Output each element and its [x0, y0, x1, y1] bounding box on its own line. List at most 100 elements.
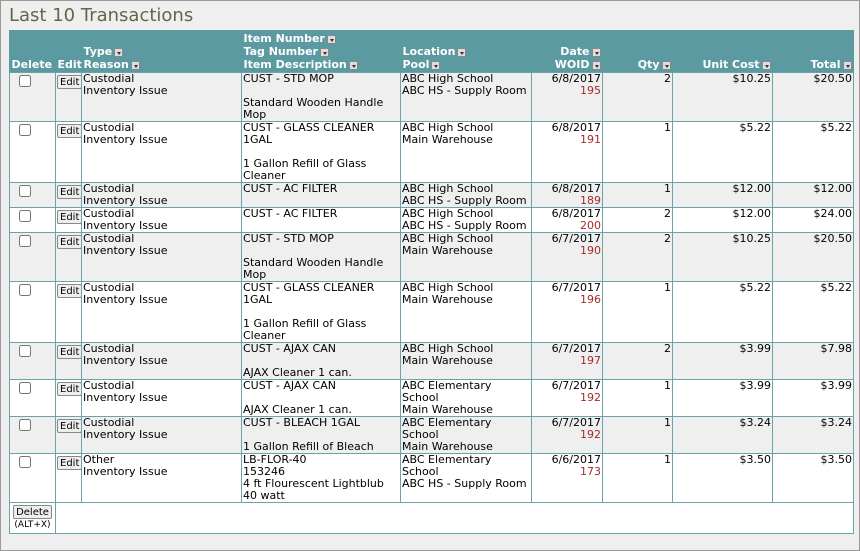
cell: $5.22 [672, 281, 773, 343]
cell: ABC High School ABC HS - Supply Room [400, 207, 532, 233]
date: 6/8/2017 [551, 182, 601, 195]
edit-button[interactable]: Edit [57, 235, 81, 249]
reason: Inventory Issue [83, 133, 168, 146]
cell: $20.50 [772, 232, 854, 282]
row-checkbox[interactable] [19, 382, 31, 394]
cell [9, 232, 56, 282]
header: Type Reason [81, 30, 242, 73]
type: Custodial [83, 182, 135, 195]
cell: $20.50 [772, 72, 854, 122]
header: Location Pool [400, 30, 532, 73]
type: Custodial [83, 416, 135, 429]
row-checkbox[interactable] [19, 419, 31, 431]
location: ABC High School [402, 342, 494, 355]
row-checkbox[interactable] [19, 185, 31, 197]
edit-button[interactable]: Edit [57, 284, 81, 298]
item-number: CUST - BLEACH 1GAL [243, 416, 360, 429]
cell: $3.50 [672, 453, 773, 503]
unit-cost: $12.00 [732, 207, 772, 220]
cell: 1 [602, 281, 673, 343]
row-checkbox[interactable] [19, 235, 31, 247]
delete-button[interactable]: Delete [13, 505, 52, 519]
cell: Custodial Inventory Issue [81, 232, 242, 282]
header-label: Date [560, 45, 590, 58]
cell: CUST - AC FILTER [241, 207, 401, 233]
location: ABC High School [402, 207, 494, 220]
edit-button[interactable]: Edit [57, 185, 81, 199]
reason: Inventory Issue [83, 84, 168, 97]
sort-icon[interactable] [319, 47, 329, 57]
sort-icon[interactable] [842, 60, 852, 70]
cell: 6/8/2017 195 [531, 72, 603, 122]
item-description: 1 Gallon Refill of Glass Cleaner [243, 157, 367, 182]
sort-icon[interactable] [457, 47, 467, 57]
unit-cost: $5.22 [739, 121, 772, 134]
cell: Edit [55, 379, 82, 417]
edit-button[interactable]: Edit [57, 456, 81, 470]
title: Last 10 Transactions [9, 5, 194, 26]
edit-button[interactable]: Edit [57, 345, 81, 359]
edit-button[interactable]: Edit [57, 419, 81, 433]
unit-cost: $3.24 [739, 416, 772, 429]
unit-cost: $12.00 [732, 182, 772, 195]
cell: Edit [55, 232, 82, 282]
row-checkbox[interactable] [19, 210, 31, 222]
cell: $5.22 [672, 121, 773, 183]
cell: Edit [55, 342, 82, 380]
date: 6/8/2017 [551, 207, 601, 220]
header-label: Item Number [243, 32, 325, 45]
date: 6/7/2017 [551, 281, 601, 294]
table-row: Edit Custodial Inventory Issue CUST - STD M… [9, 232, 854, 282]
cell: $12.00 [772, 182, 854, 208]
header-label: Qty [637, 58, 660, 71]
cell: $7.98 [772, 342, 854, 380]
cell: Edit [55, 182, 82, 208]
cell: 6/8/2017 189 [531, 182, 603, 208]
pool: ABC HS - Supply Room [402, 84, 527, 97]
item-description: Standard Wooden Handle Mop [243, 256, 384, 281]
header-label: Tag Number [243, 45, 318, 58]
cell: $3.24 [672, 416, 773, 454]
woid: 195 [580, 84, 601, 97]
sort-icon[interactable] [431, 60, 441, 70]
reason: Inventory Issue [83, 293, 168, 306]
qty: 2 [664, 232, 671, 245]
sort-icon[interactable] [114, 47, 124, 57]
row-checkbox[interactable] [19, 345, 31, 357]
qty: 1 [664, 182, 671, 195]
woid: 200 [580, 219, 601, 232]
woid: 189 [580, 194, 601, 207]
location: ABC Elementary School [402, 379, 492, 404]
edit-button[interactable]: Edit [57, 124, 81, 138]
qty: 2 [664, 342, 671, 355]
sort-icon[interactable] [591, 60, 601, 70]
sort-icon[interactable] [130, 60, 140, 70]
header: Unit Cost [672, 30, 773, 73]
type: Custodial [83, 232, 135, 245]
cell: 6/7/2017 190 [531, 232, 603, 282]
row-checkbox[interactable] [19, 284, 31, 296]
item-number: CUST - GLASS CLEANER 1GAL [243, 281, 375, 306]
row-checkbox[interactable] [19, 124, 31, 136]
date: 6/8/2017 [551, 72, 601, 85]
sort-icon[interactable] [591, 47, 601, 57]
woid: 192 [580, 391, 601, 404]
sort-icon[interactable] [661, 60, 671, 70]
sort-icon[interactable] [326, 34, 336, 44]
cell: $3.99 [672, 342, 773, 380]
type: Custodial [83, 379, 135, 392]
woid: 196 [580, 293, 601, 306]
type: Custodial [83, 207, 135, 220]
row-checkbox[interactable] [19, 75, 31, 87]
row-checkbox[interactable] [19, 456, 31, 468]
date: 6/7/2017 [551, 416, 601, 429]
type: Custodial [83, 72, 135, 85]
sort-icon[interactable] [761, 60, 771, 70]
edit-button[interactable]: Edit [57, 210, 81, 224]
sort-icon[interactable] [348, 60, 358, 70]
edit-button[interactable]: Edit [57, 75, 81, 89]
table-row: Edit Custodial Inventory Issue CUST - STD M… [9, 72, 854, 122]
edit-button[interactable]: Edit [57, 382, 81, 396]
header: Item Number Tag Number Item Description [241, 30, 401, 73]
date: 6/7/2017 [551, 232, 601, 245]
